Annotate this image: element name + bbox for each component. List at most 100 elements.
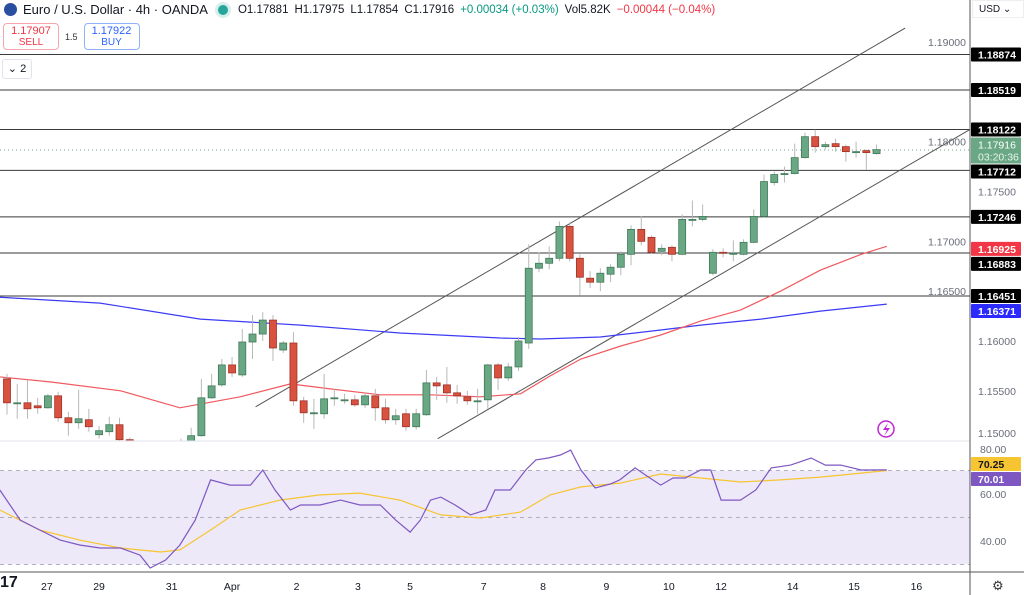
candle-body (535, 262, 543, 269)
candle-body (852, 151, 860, 154)
candle-body (494, 364, 502, 379)
candle (760, 174, 768, 218)
candle-body (248, 333, 257, 343)
tradingview-logo: 17 (0, 574, 18, 591)
candle-body (350, 399, 359, 406)
candle-body (606, 266, 615, 275)
candle (514, 337, 523, 371)
rsi-pane (0, 449, 970, 569)
indicators-collapse-button[interactable]: ⌄ 2 (2, 59, 32, 79)
candle (708, 249, 717, 276)
candle-body (524, 267, 533, 344)
candle (596, 268, 605, 292)
candle-body (739, 241, 748, 255)
rsi-value-badge: 70.25 (971, 457, 1021, 471)
settings-gear-icon[interactable]: ⚙ (992, 578, 1004, 593)
candle-body (473, 400, 482, 403)
candle (412, 408, 421, 430)
candle (698, 204, 707, 222)
time-axis-label: 15 (848, 581, 860, 593)
candle (749, 209, 758, 244)
candle-body (586, 277, 595, 283)
candle (606, 264, 615, 283)
candle-body (719, 251, 727, 254)
candle (115, 417, 124, 441)
candle-body (3, 378, 11, 404)
candle-body (54, 395, 63, 419)
candle (350, 394, 359, 407)
candle (248, 315, 257, 359)
candle-body (616, 253, 625, 268)
bar-countdown-text: 03:20:36 (978, 152, 1019, 164)
candle (309, 398, 318, 429)
time-axis-label: 8 (540, 581, 546, 593)
candle-body (381, 407, 390, 421)
symbol-title[interactable]: Euro / U.S. Dollar · 4h · OANDA (23, 2, 208, 17)
price-level-badge-bg (971, 47, 1021, 62)
price-level-badge: 1.16451 (971, 289, 1021, 304)
candle-body (801, 136, 809, 159)
candle (801, 132, 809, 159)
candle (555, 221, 564, 262)
price-level-badge-bg (971, 122, 1021, 137)
price-level-badge-bg (971, 289, 1021, 304)
candle (228, 356, 236, 377)
candle-body (136, 449, 143, 457)
sell-price: 1.17907 (11, 25, 51, 37)
candle-body (821, 144, 830, 148)
candle-body (555, 225, 564, 259)
candle (391, 408, 400, 425)
candle (23, 379, 32, 419)
candle-body (207, 385, 216, 399)
time-axis-label: 10 (663, 581, 675, 593)
candle (330, 388, 339, 406)
candle (790, 143, 799, 175)
candle-body (269, 319, 277, 349)
candle-body (64, 417, 73, 424)
candle (627, 225, 635, 266)
price-level-badge-text: 1.16451 (978, 291, 1016, 303)
price-tick-label: 1.16500 (928, 286, 966, 298)
candle-body (157, 454, 164, 461)
price-level-badge: 1.16883 (971, 256, 1021, 271)
candle-body (44, 395, 52, 409)
time-axis-label: 14 (787, 581, 799, 593)
candle-body (483, 364, 492, 401)
sell-label: SELL (18, 37, 44, 48)
candle (125, 437, 134, 441)
buy-button[interactable]: 1.17922 BUY (83, 23, 140, 50)
candle-body (729, 252, 738, 255)
candle-body (84, 419, 93, 428)
candle (647, 235, 656, 254)
candle-body (637, 228, 646, 242)
rsi-signal-badge: 70.01 (971, 472, 1021, 486)
candle (238, 329, 247, 377)
sell-button[interactable]: 1.17907 SELL (3, 23, 59, 50)
candle-body (279, 342, 288, 351)
market-open-status-icon (217, 4, 228, 15)
candle-body (177, 444, 184, 451)
candle-body (391, 415, 400, 421)
candle (831, 138, 840, 152)
candle-body (811, 136, 820, 148)
currency-selector[interactable]: USD ⌄ (972, 0, 1024, 18)
candle (545, 246, 554, 270)
candle-body (442, 384, 451, 394)
candle (780, 166, 789, 183)
rsi-signal-badge-bg (971, 472, 1021, 486)
price-level-badge-text: 1.16371 (978, 306, 1016, 318)
rsi-line (0, 449, 887, 569)
candle (3, 373, 11, 415)
candle-body (688, 219, 697, 221)
fast-moving-average-line (0, 245, 887, 409)
candle-body (708, 251, 717, 274)
price-level-badge: 1.18122 (971, 122, 1021, 137)
candle (483, 363, 492, 409)
slow-moving-average-line (0, 296, 887, 340)
lightning-glyph (883, 423, 890, 436)
candle (84, 408, 93, 432)
candle-body (167, 451, 174, 454)
price-level-badge-bg (971, 209, 1021, 224)
